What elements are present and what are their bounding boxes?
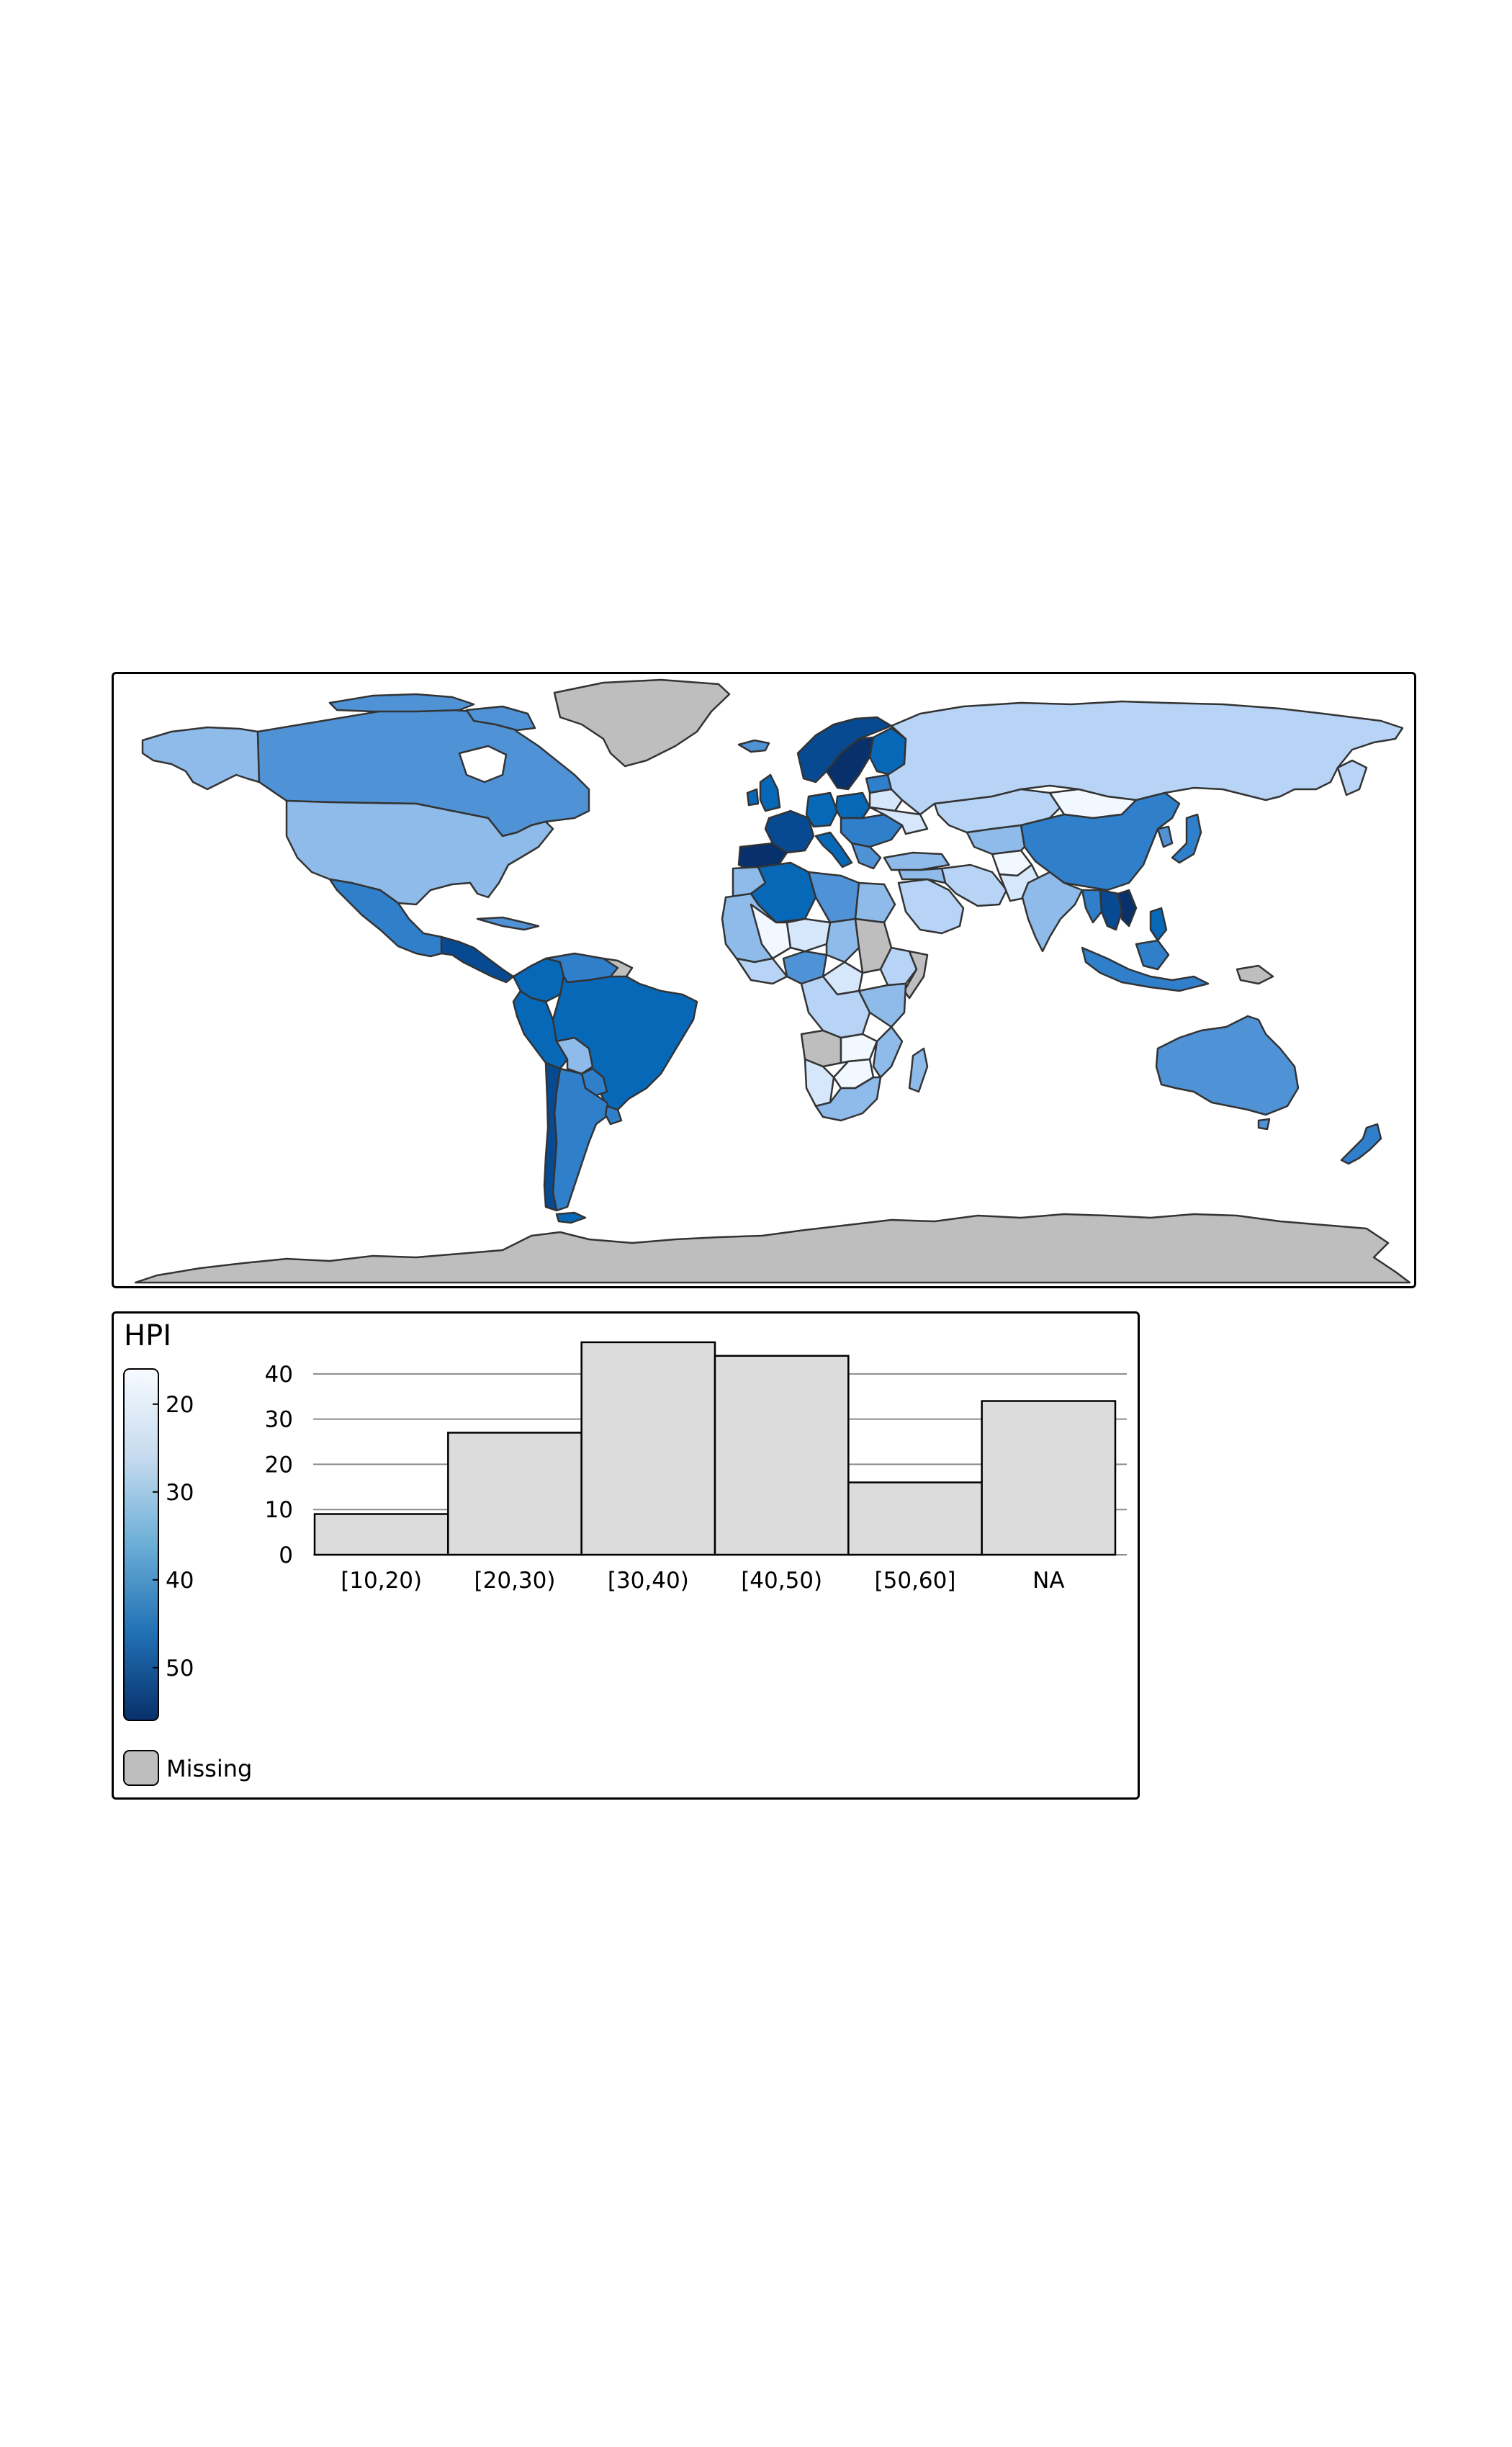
country-turkey (883, 851, 950, 871)
country-uk (759, 773, 781, 812)
country-iceland (737, 739, 770, 753)
country-indonesia (1081, 946, 1210, 992)
country-japan (1171, 813, 1202, 864)
country-tasmania (1257, 1118, 1271, 1131)
country-australia (1155, 1015, 1300, 1116)
country-png (1236, 964, 1274, 985)
country-canada-islands (328, 693, 475, 713)
country-saudi (897, 878, 965, 935)
country-italy (814, 831, 853, 868)
country-central-asia (966, 824, 1026, 856)
country-bolivia (555, 1036, 594, 1075)
country-canada-islands-2 (465, 705, 536, 732)
country-congo (800, 975, 871, 1039)
country-borneo (1135, 939, 1170, 971)
country-belarus (868, 788, 904, 812)
country-chile (543, 1061, 562, 1212)
country-zambia (840, 1033, 878, 1064)
country-philippines (1149, 907, 1168, 942)
country-madagascar (908, 1047, 929, 1093)
country-tierra (555, 1211, 587, 1224)
country-korea (1156, 825, 1174, 848)
country-vietnam (1117, 889, 1138, 928)
country-libya (807, 871, 860, 924)
country-ukraine (868, 806, 929, 835)
country-chad (825, 917, 860, 964)
country-india (1021, 871, 1084, 953)
country-iraq-syria (897, 867, 947, 884)
country-algeria (750, 861, 817, 924)
country-somalia (903, 950, 929, 1000)
legend-panel (112, 1311, 1140, 1800)
legend-title: HPI (124, 1319, 171, 1352)
country-poland (834, 791, 871, 820)
country-south-africa (814, 1076, 882, 1122)
country-uruguay (604, 1105, 623, 1126)
country-mozambique (872, 1025, 904, 1079)
hudson-bay (458, 745, 508, 784)
country-balkans (850, 842, 882, 870)
map-panel (112, 672, 1416, 1288)
country-gulf-guinea (735, 957, 788, 985)
country-kamchatka (1336, 759, 1368, 796)
country-alaska (141, 726, 261, 791)
country-germany (805, 791, 839, 828)
country-greenland (553, 678, 731, 768)
country-niger (786, 917, 832, 953)
country-egypt (854, 881, 896, 924)
country-myanmar (1081, 889, 1103, 924)
country-central-america (440, 935, 515, 984)
country-new-zealand (1340, 1123, 1382, 1165)
country-france (764, 809, 815, 854)
country-russia (886, 700, 1404, 816)
missing-label: Missing (166, 1755, 253, 1782)
country-eastern-europe (840, 813, 904, 848)
country-namibia (804, 1058, 835, 1108)
country-cuba (476, 916, 540, 931)
country-ireland (746, 788, 760, 807)
country-iran (940, 863, 1008, 907)
country-east-africa (858, 982, 907, 1028)
world-map (134, 678, 1411, 1284)
country-antarctica (134, 1213, 1411, 1284)
